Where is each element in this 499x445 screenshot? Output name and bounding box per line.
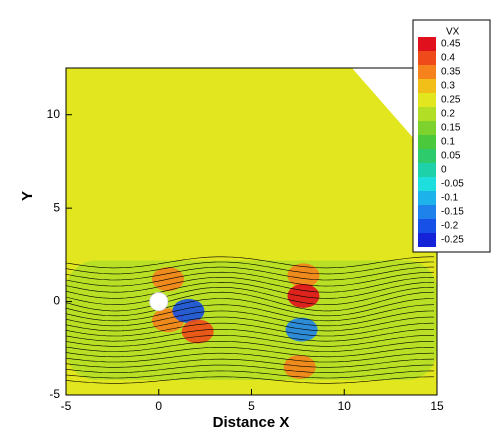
streamline <box>66 358 435 368</box>
streamline <box>66 310 435 327</box>
streamline <box>66 364 435 373</box>
y-tick-label: 0 <box>53 294 60 308</box>
x-tick-label: 10 <box>338 399 352 413</box>
y-tick-label: 5 <box>53 200 60 214</box>
contour-spot <box>285 317 318 342</box>
streamline <box>66 266 434 281</box>
legend-label: 0.15 <box>441 123 461 134</box>
streamline <box>66 376 434 384</box>
streamline <box>66 261 434 275</box>
legend-swatch <box>418 149 436 163</box>
legend-swatch <box>418 177 436 191</box>
legend-swatch <box>418 37 436 51</box>
legend-label: 0 <box>441 165 447 176</box>
y-axis-title: Y <box>19 191 36 201</box>
streamline <box>66 277 434 293</box>
legend-label: -0.2 <box>441 221 459 232</box>
legend-label: 0.25 <box>441 95 461 106</box>
legend-label: 0.3 <box>441 81 455 92</box>
legend-label: 0.45 <box>441 39 461 50</box>
legend-swatch <box>418 65 436 79</box>
contour-spot <box>181 319 214 344</box>
contour-spot <box>287 263 320 288</box>
legend-label: 0.4 <box>441 53 455 64</box>
legend-swatch <box>418 191 436 205</box>
legend-label: -0.15 <box>441 207 464 218</box>
streamline <box>66 281 434 299</box>
streamline <box>66 329 434 342</box>
streamline <box>66 256 434 269</box>
streamline <box>66 304 435 322</box>
streamline <box>66 352 434 363</box>
legend-title: VX <box>446 27 460 38</box>
x-axis-title: Distance X <box>213 414 290 431</box>
legend-swatch <box>418 205 436 219</box>
x-tick-label: 15 <box>430 399 444 413</box>
streamline <box>66 347 434 358</box>
streamline <box>66 271 435 287</box>
legend-swatch <box>418 79 436 93</box>
y-tick-label: -5 <box>49 387 60 401</box>
legend-swatch <box>418 51 436 65</box>
y-tick-label: 10 <box>47 107 61 121</box>
legend-swatch <box>418 93 436 107</box>
contour-spot <box>283 354 316 379</box>
wake-region <box>66 260 437 381</box>
legend-label: -0.1 <box>441 193 459 204</box>
contour-spot <box>287 283 320 308</box>
legend-swatch <box>418 219 436 233</box>
x-tick-label: 5 <box>248 399 255 413</box>
legend-label: 0.1 <box>441 137 455 148</box>
legend-label: -0.25 <box>441 235 464 246</box>
streamline <box>66 335 434 347</box>
legend-swatch <box>418 107 436 121</box>
streamline <box>66 291 435 312</box>
contour-spot <box>172 298 205 323</box>
streamline <box>66 298 434 317</box>
legend-label: 0.05 <box>441 151 461 162</box>
streamline <box>66 341 434 352</box>
legend-swatch <box>418 121 436 135</box>
legend: VX 0.45 0.4 0.35 0.3 0.25 0.2 0.15 0.1 0.05 0 -0.0… <box>412 19 491 253</box>
streamline <box>66 316 434 332</box>
legend-label: 0.2 <box>441 109 455 120</box>
legend-label: 0.35 <box>441 67 461 78</box>
plot-area <box>66 68 437 395</box>
streamline <box>66 370 434 379</box>
legend-swatch <box>418 163 436 177</box>
cylinder <box>149 292 169 312</box>
legend-label: -0.05 <box>441 179 464 190</box>
streamline <box>66 287 434 305</box>
x-tick-label: -5 <box>61 399 72 413</box>
streamline <box>66 322 434 337</box>
legend-swatch <box>418 233 436 247</box>
x-tick-label: 0 <box>155 399 162 413</box>
legend-swatch <box>418 135 436 149</box>
